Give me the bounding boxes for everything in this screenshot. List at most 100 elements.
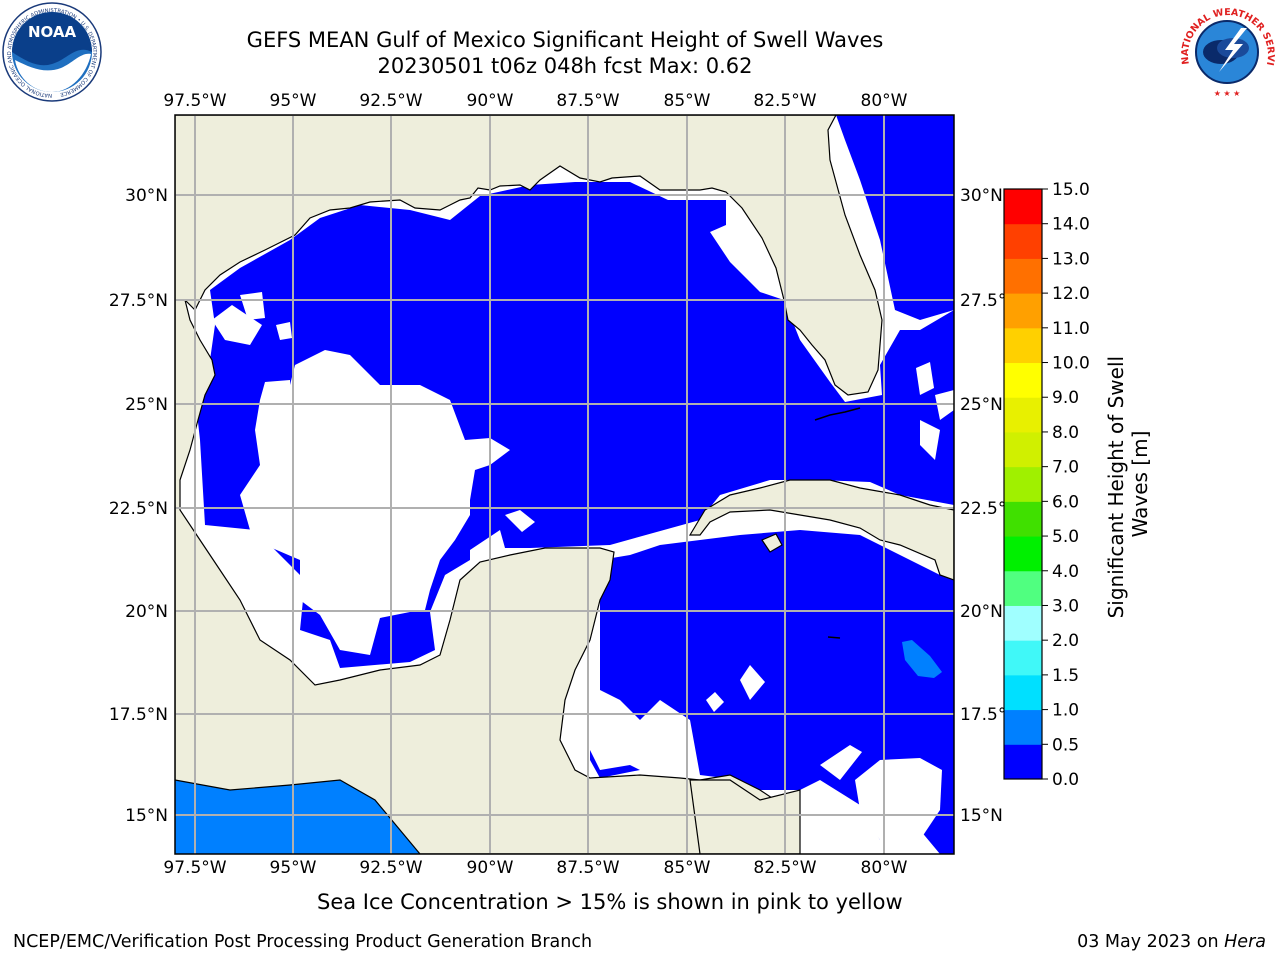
map-subtitle: 20230501 t06z 048h fcst Max: 0.62	[377, 54, 753, 78]
lat-labels-left: 30°N 27.5°N 25°N 22.5°N 20°N 17.5°N 15°N	[109, 186, 168, 826]
calm-patch-9	[585, 720, 660, 770]
colorbar-swatch	[1004, 744, 1042, 780]
colorbar-swatch	[1004, 605, 1042, 641]
calm-patch-1	[740, 665, 765, 700]
lon-label: 90°W	[467, 858, 514, 878]
lon-label: 95°W	[270, 91, 317, 111]
colorbar-swatch	[1004, 466, 1042, 502]
machine-name: Hera	[1224, 932, 1266, 952]
colorbar-swatch	[1004, 258, 1042, 294]
colorbar-tick-label: 1.0	[1052, 701, 1079, 721]
lon-label: 87.5°W	[556, 858, 619, 878]
map-frame	[174, 114, 955, 855]
colorbar-swatch	[1004, 397, 1042, 433]
colorbar-label-line2: Waves [m]	[1128, 431, 1152, 538]
calm-patch-3	[820, 745, 862, 780]
colorbar-swatch	[1004, 709, 1042, 745]
sea-ice-note: Sea Ice Concentration > 15% is shown in …	[317, 890, 903, 914]
lon-label: 85°W	[664, 91, 711, 111]
colorbar-tick-label: 10.0	[1052, 354, 1090, 374]
colorbar-swatch	[1004, 189, 1042, 225]
land-isle-youth	[761, 533, 783, 553]
lat-label: 15°N	[125, 806, 168, 826]
calm-area-texas	[212, 305, 262, 345]
colorbar-label-line1: Significant Height of Swell	[1104, 356, 1128, 618]
lon-label: 92.5°W	[359, 91, 422, 111]
lat-label: 15°N	[960, 806, 1003, 826]
lon-label: 97.5°W	[163, 91, 226, 111]
calm-area-west	[240, 350, 510, 655]
lon-labels-top: 97.5°W 95°W 92.5°W 90°W 87.5°W 85°W 82.5…	[163, 91, 907, 111]
swell-field-pacific	[175, 780, 420, 854]
land-central-america	[689, 779, 801, 854]
colorbar-tick-label: 14.0	[1052, 215, 1090, 235]
colorbar-tick-label: 4.0	[1052, 562, 1079, 582]
lat-label: 30°N	[960, 186, 1003, 206]
calm-area-campeche	[505, 510, 535, 532]
lon-label: 92.5°W	[359, 858, 422, 878]
calm-area-small	[276, 322, 292, 340]
date-text: 03 May 2023 on Hera	[1077, 932, 1266, 952]
colorbar: 0.0 0.5 1.0 1.5 2.0 3.0 4.0 5.0 6.0 7.0 8.0 9.0 10.0…	[1003, 180, 1152, 790]
nws-logo: NATIONAL WEATHER SERVICE ★ ★ ★	[1175, 2, 1276, 100]
lon-label: 87.5°W	[556, 91, 619, 111]
colorbar-swatch	[1004, 327, 1042, 364]
colorbar-swatch	[1004, 640, 1042, 676]
date-value: 03 May 2023 on	[1077, 932, 1219, 952]
lon-label: 82.5°W	[753, 91, 816, 111]
gridlines	[175, 115, 954, 854]
lat-label: 17.5°N	[109, 705, 168, 725]
colorbar-swatch	[1004, 674, 1042, 711]
colorbar-tick-label: 5.0	[1052, 527, 1079, 547]
swell-patch-jamaica	[902, 640, 942, 678]
colorbar-tick-label: 1.5	[1052, 666, 1079, 686]
lat-label: 30°N	[125, 186, 168, 206]
colorbar-swatch	[1004, 501, 1042, 537]
colorbar-tick-label: 2.0	[1052, 631, 1079, 651]
lat-label: 22.5°N	[109, 499, 168, 519]
lat-label: 25°N	[960, 395, 1003, 415]
colorbar-swatch	[1004, 362, 1042, 398]
colorbar-tick-label: 9.0	[1052, 388, 1079, 408]
colorbar-tick-label: 12.0	[1052, 284, 1090, 304]
lon-label: 82.5°W	[753, 858, 816, 878]
calm-patch-4	[855, 758, 942, 840]
lon-labels-bottom: 97.5°W 95°W 92.5°W 90°W 87.5°W 85°W 82.5…	[163, 858, 907, 878]
lon-label: 95°W	[270, 858, 317, 878]
svg-text:★ ★ ★: ★ ★ ★	[1214, 89, 1241, 98]
map-title: GEFS MEAN Gulf of Mexico Significant Hei…	[246, 28, 884, 52]
colorbar-label: Significant Height of Swell Waves [m]	[1104, 350, 1152, 619]
noaa-logo: NOAA NATIONAL OCEANIC AND ATMOSPHERIC AD…	[2, 2, 102, 102]
lon-label: 97.5°W	[163, 858, 226, 878]
lon-label: 80°W	[861, 858, 908, 878]
colorbar-tick-label: 3.0	[1052, 596, 1079, 616]
colorbar-swatch	[1004, 431, 1042, 468]
colorbar-tick-label: 13.0	[1052, 249, 1090, 269]
colorbar-tick-label: 0.0	[1052, 770, 1079, 790]
calm-patch-6	[916, 362, 934, 395]
colorbar-tick-label: 11.0	[1052, 319, 1090, 339]
lat-label: 25°N	[125, 395, 168, 415]
lat-label: 20°N	[125, 602, 168, 622]
lat-label: 27.5°N	[109, 291, 168, 311]
colorbar-swatch	[1004, 293, 1042, 329]
lon-label: 85°W	[664, 858, 711, 878]
land-keys	[814, 407, 861, 421]
lon-label: 90°W	[467, 91, 514, 111]
colorbar-ticks: 0.0 0.5 1.0 1.5 2.0 3.0 4.0 5.0 6.0 7.0 8.0 9.0 10.0…	[1042, 180, 1090, 790]
land-us	[175, 115, 883, 396]
colorbar-frame	[1003, 188, 1043, 780]
colorbar-tick-label: 6.0	[1052, 492, 1079, 512]
calm-patch-2	[706, 692, 724, 712]
colorbar-swatches	[1004, 189, 1042, 780]
colorbar-tick-label: 7.0	[1052, 458, 1079, 478]
land-cuba	[688, 479, 954, 581]
swell-field-florida-east	[836, 115, 954, 320]
credit-text: NCEP/EMC/Verification Post Processing Pr…	[13, 932, 593, 952]
colorbar-swatch	[1004, 570, 1042, 606]
colorbar-tick-label: 8.0	[1052, 423, 1079, 443]
lon-label: 80°W	[861, 91, 908, 111]
calm-patch-8	[920, 420, 940, 460]
colorbar-tick-label: 0.5	[1052, 735, 1079, 755]
